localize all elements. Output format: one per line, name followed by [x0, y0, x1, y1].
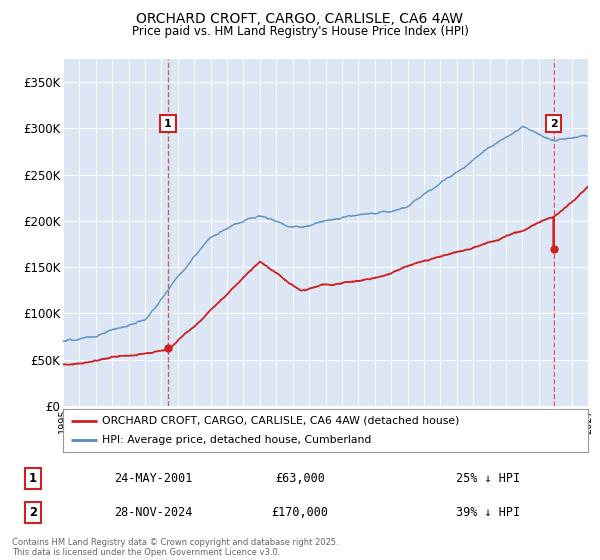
Text: Contains HM Land Registry data © Crown copyright and database right 2025.
This d: Contains HM Land Registry data © Crown c… — [12, 538, 338, 557]
Text: ORCHARD CROFT, CARGO, CARLISLE, CA6 4AW (detached house): ORCHARD CROFT, CARGO, CARLISLE, CA6 4AW … — [103, 416, 460, 426]
Text: 1: 1 — [29, 472, 37, 486]
Text: HPI: Average price, detached house, Cumberland: HPI: Average price, detached house, Cumb… — [103, 436, 372, 445]
Text: £63,000: £63,000 — [275, 472, 325, 486]
Text: 24-MAY-2001: 24-MAY-2001 — [114, 472, 193, 486]
Text: ORCHARD CROFT, CARGO, CARLISLE, CA6 4AW: ORCHARD CROFT, CARGO, CARLISLE, CA6 4AW — [137, 12, 464, 26]
Text: 2: 2 — [550, 119, 557, 129]
Text: 25% ↓ HPI: 25% ↓ HPI — [456, 472, 520, 486]
Text: 39% ↓ HPI: 39% ↓ HPI — [456, 506, 520, 519]
Text: 1: 1 — [164, 119, 172, 129]
Text: £170,000: £170,000 — [271, 506, 329, 519]
Text: Price paid vs. HM Land Registry's House Price Index (HPI): Price paid vs. HM Land Registry's House … — [131, 25, 469, 38]
Text: 28-NOV-2024: 28-NOV-2024 — [114, 506, 193, 519]
Text: 2: 2 — [29, 506, 37, 519]
